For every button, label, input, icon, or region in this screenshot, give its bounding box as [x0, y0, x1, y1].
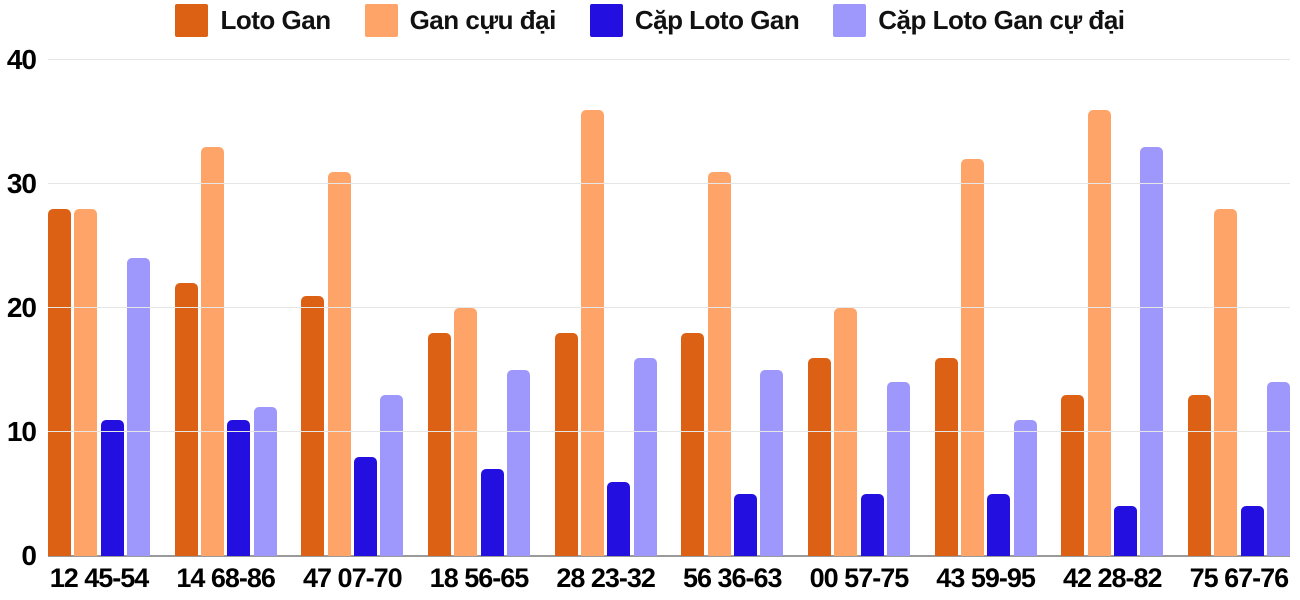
legend-swatch-icon	[589, 4, 623, 37]
x-axis-tick-label: 56 36-63	[682, 563, 783, 593]
bar-cặp-loto-gan-cự-đại	[886, 382, 910, 556]
bar-group-7: 43 59-95	[934, 60, 1037, 593]
bar-gan-cựu-đại	[454, 308, 478, 556]
bar-cặp-loto-gan-cự-đại	[760, 370, 784, 556]
bar-cặp-loto-gan-cự-đại	[1266, 382, 1290, 556]
bar-cặp-loto-gan	[1113, 506, 1137, 556]
bar-cặp-loto-gan-cự-đại	[126, 258, 150, 556]
legend-swatch-icon	[364, 4, 398, 37]
bar-loto-gan	[934, 357, 958, 556]
legend-item-1: Gan cựu đại	[364, 4, 557, 37]
bar-group-8: 42 28-82	[1061, 60, 1164, 593]
bar-gan-cựu-đại	[74, 208, 98, 556]
bar-cặp-loto-gan-cự-đại	[506, 370, 530, 556]
x-axis-tick-label: 28 23-32	[556, 563, 656, 593]
x-axis-tick-label: 14 68-86	[176, 563, 276, 593]
bar-group-9: 75 67-76	[1187, 60, 1290, 593]
bar-loto-gan	[681, 332, 705, 556]
gridline-10	[48, 431, 1290, 432]
y-axis-tick-label: 30	[6, 168, 37, 199]
bar-loto-gan	[1061, 394, 1085, 556]
bar-group-3: 18 56-65	[427, 60, 530, 593]
legend-item-2: Cặp Loto Gan	[589, 4, 800, 37]
gridline-20	[48, 307, 1290, 308]
bar-gan-cựu-đại	[1087, 109, 1111, 556]
bar-cặp-loto-gan	[480, 469, 504, 556]
x-axis-tick-label: 00 57-75	[809, 563, 910, 593]
y-axis-tick-label: 40	[6, 44, 37, 75]
legend-swatch-icon	[833, 4, 867, 37]
y-axis-tick-label: 20	[6, 292, 37, 323]
bar-loto-gan	[301, 295, 325, 556]
bar-loto-gan	[807, 357, 831, 556]
bar-cặp-loto-gan	[353, 456, 377, 556]
bar-cặp-loto-gan-cự-đại	[380, 394, 404, 556]
x-axis-tick-label: 43 59-95	[936, 563, 1036, 593]
bar-gan-cựu-đại	[707, 171, 731, 556]
legend-label: Cặp Loto Gan cự đại	[878, 5, 1125, 35]
legend-item-3: Cặp Loto Gan cự đại	[833, 4, 1125, 37]
bar-gan-cựu-đại	[1214, 208, 1238, 556]
bar-cặp-loto-gan	[987, 494, 1011, 556]
bar-cặp-loto-gan-cự-đại	[633, 357, 657, 556]
bar-group-1: 14 68-86	[174, 60, 277, 593]
bar-loto-gan	[48, 208, 71, 556]
bar-loto-gan	[174, 283, 198, 556]
bar-group-5: 56 36-63	[681, 60, 784, 593]
bar-gan-cựu-đại	[580, 109, 604, 556]
bar-cặp-loto-gan	[100, 419, 124, 556]
y-axis-tick-label: 0	[21, 540, 37, 571]
x-axis-tick-label: 42 28-82	[1062, 563, 1163, 593]
bar-gan-cựu-đại	[327, 171, 351, 556]
x-axis-tick-label: 47 07-70	[303, 563, 403, 593]
x-axis-line	[48, 555, 1290, 557]
bar-gan-cựu-đại	[960, 159, 984, 556]
bar-loto-gan	[554, 332, 578, 556]
bar-group-6: 00 57-75	[807, 60, 910, 593]
bar-cặp-loto-gan-cự-đại	[1013, 419, 1037, 556]
y-axis-tick-label: 10	[6, 416, 37, 447]
bar-cặp-loto-gan-cự-đại	[1140, 146, 1164, 556]
legend-label: Cặp Loto Gan	[634, 5, 800, 35]
legend-label: Gan cựu đại	[409, 5, 557, 35]
bar-loto-gan	[427, 332, 451, 556]
legend-item-0: Loto Gan	[175, 4, 331, 37]
bar-gan-cựu-đại	[200, 146, 224, 556]
bar-group-4: 28 23-32	[554, 60, 657, 593]
gridline-30	[48, 183, 1290, 184]
bar-cặp-loto-gan	[607, 481, 631, 556]
bar-cặp-loto-gan	[1240, 506, 1264, 556]
legend-label: Loto Gan	[220, 5, 331, 35]
bar-cặp-loto-gan	[733, 494, 757, 556]
legend-swatch-icon	[175, 4, 209, 37]
bar-groups: 12 45-54 14 68-86 47 07-70 18 56-65 28 23-32…	[48, 60, 1290, 593]
x-axis-tick-label: 18 56-65	[429, 563, 530, 593]
x-axis-tick-label: 12 45-54	[49, 563, 150, 593]
chart-legend: Loto Gan Gan cựu đại Cặp Loto Gan Cặp Loto …	[0, 4, 1300, 37]
bar-cặp-loto-gan	[227, 419, 251, 556]
x-axis-tick-label: 75 67-76	[1189, 563, 1290, 593]
gridline-40	[48, 59, 1290, 60]
plot-area: 12 45-54 14 68-86 47 07-70 18 56-65 28 23-32…	[7, 46, 1290, 593]
bar-gan-cựu-đại	[834, 308, 858, 556]
bar-cặp-loto-gan-cự-đại	[253, 407, 277, 556]
bar-group-2: 47 07-70	[301, 60, 404, 593]
bar-loto-gan	[1187, 394, 1211, 556]
bar-cặp-loto-gan	[860, 494, 884, 556]
bar-group-0: 12 45-54	[48, 60, 150, 593]
